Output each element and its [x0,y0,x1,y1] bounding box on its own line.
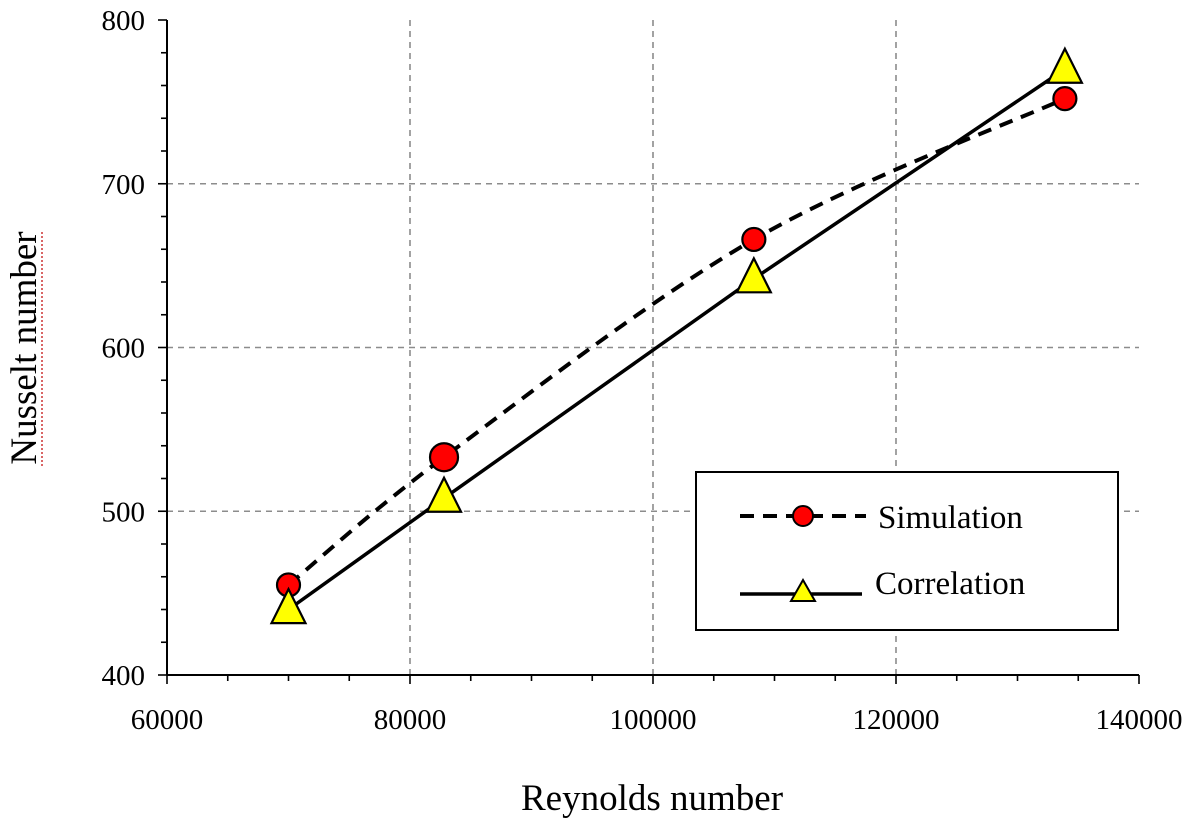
legend-simulation-label: Simulation [878,500,1023,536]
x-tick-label: 100000 [610,704,697,736]
y-tick-label: 800 [102,5,146,37]
grid [167,20,1139,675]
simulation-series-line [287,96,1066,587]
legend-box [695,471,1119,631]
correlation-point [425,475,463,513]
correlation-point [735,255,773,294]
axis-ticks [158,19,1140,684]
y-axis-title-group: Nusselt number [4,230,45,466]
x-axis-title: Reynolds number [521,778,783,819]
y-tick-label: 700 [102,169,146,201]
correlation-series-line [287,67,1066,611]
correlation-point [1046,46,1084,84]
series-layer [269,46,1084,625]
legend: Simulation Correlation [695,471,1119,631]
legend-correlation-marker [789,577,817,602]
correlation-point [269,586,308,625]
y-tick-label: 500 [102,496,146,528]
legend-correlation-label: Correlation [875,566,1025,602]
simulation-point [428,442,460,473]
legend-simulation-marker [792,505,814,527]
simulation-point [741,226,767,253]
y-axis-title: Nusselt number [4,231,45,464]
tick-labels: 60000 80000 100000 120000 140000 400 500 600 700… [102,5,1183,736]
x-tick-label: 120000 [853,704,940,736]
x-tick-label: 60000 [131,704,204,736]
y-tick-label: 600 [102,333,146,365]
x-tick-label: 80000 [374,704,447,736]
simulation-point [1052,85,1078,112]
x-tick-label: 140000 [1096,704,1183,736]
y-tick-label: 400 [102,660,146,692]
